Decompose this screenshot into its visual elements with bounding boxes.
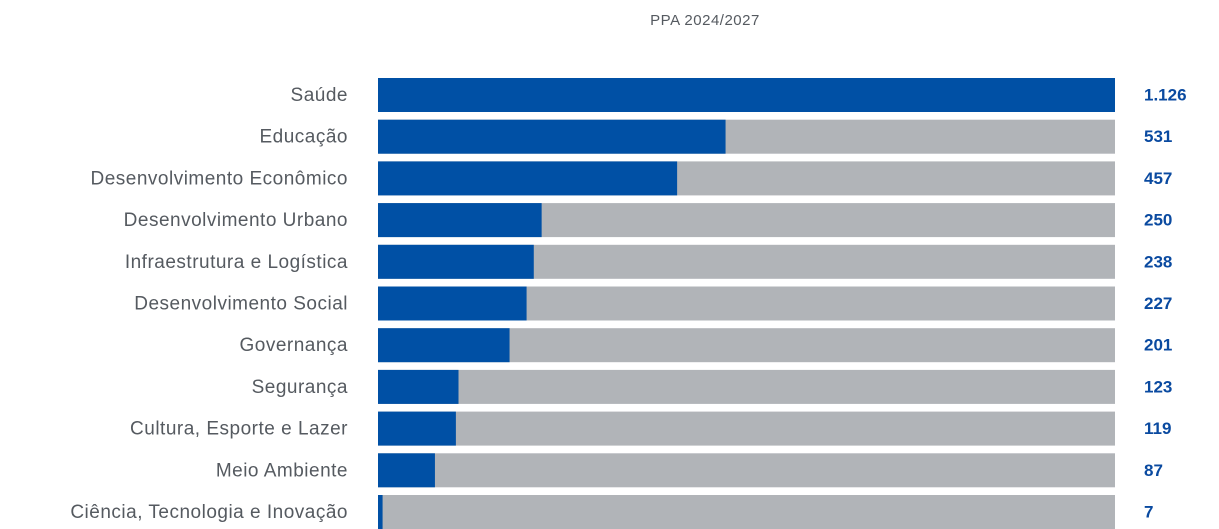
bar-track: [378, 369, 1115, 404]
category-label: Governança: [239, 335, 348, 356]
value-label: 7: [1144, 502, 1153, 521]
category-label: Saúde: [291, 85, 348, 106]
category-label: Desenvolvimento Urbano: [124, 210, 348, 231]
category-label: Educação: [259, 127, 348, 148]
value-label: 87: [1144, 461, 1163, 480]
bar: [378, 203, 542, 238]
bar: [378, 286, 527, 321]
category-label: Desenvolvimento Econômico: [90, 168, 348, 189]
bar: [378, 495, 383, 529]
bar-track: [378, 453, 1115, 488]
category-label: Ciência, Tecnologia e Inovação: [70, 502, 348, 523]
value-label: 531: [1144, 127, 1172, 146]
value-label: 250: [1144, 211, 1172, 230]
bar-track: [378, 411, 1115, 446]
category-label: Segurança: [252, 377, 348, 398]
value-label: 1.126: [1144, 85, 1187, 104]
category-label: Meio Ambiente: [216, 460, 348, 481]
bar-track: [378, 495, 1115, 529]
bar: [378, 328, 510, 363]
category-label: Infraestrutura e Logística: [125, 252, 348, 273]
bar: [378, 244, 534, 279]
bar: [378, 161, 678, 196]
value-label: 123: [1144, 377, 1172, 396]
value-label: 201: [1144, 336, 1172, 355]
bar: [378, 453, 435, 488]
chart-title: PPA 2024/2027: [650, 12, 760, 29]
value-label: 119: [1144, 419, 1171, 438]
value-label: 457: [1144, 169, 1172, 188]
bar: [378, 119, 726, 154]
value-label: 238: [1144, 252, 1172, 271]
bar: [378, 78, 1115, 112]
value-label: 227: [1144, 294, 1172, 313]
category-label: Cultura, Esporte e Lazer: [130, 419, 348, 440]
category-label: Desenvolvimento Social: [134, 294, 348, 315]
bar: [378, 369, 459, 404]
bar: [378, 411, 456, 446]
